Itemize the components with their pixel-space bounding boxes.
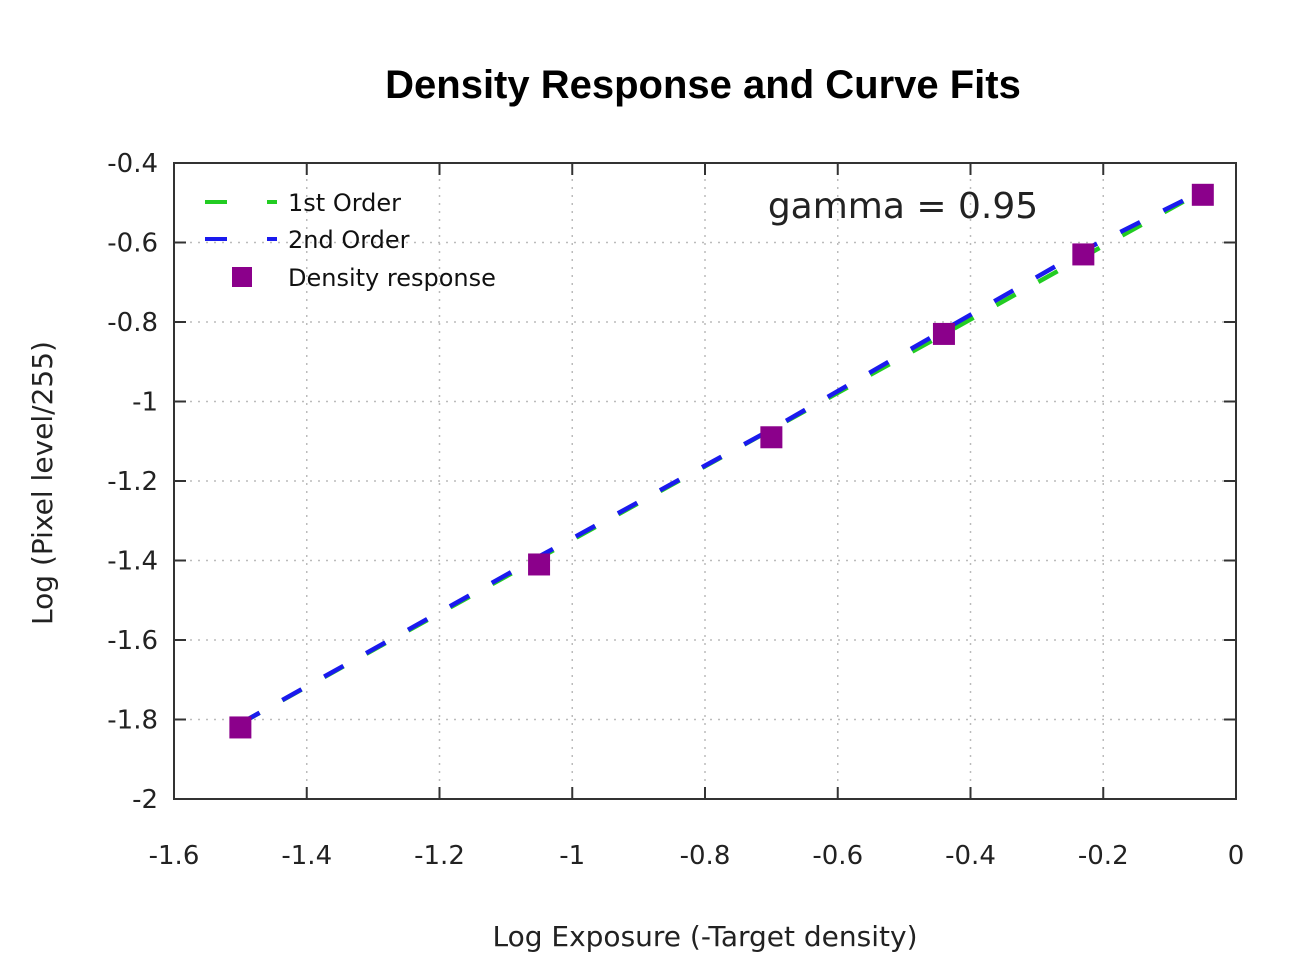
x-tick-label: -0.6 <box>812 841 863 871</box>
y-tick-label: -1.6 <box>107 626 158 656</box>
x-tick-label: -0.2 <box>1078 841 1129 871</box>
series-line-1st-order <box>239 188 1204 726</box>
y-tick-label: -1 <box>132 388 158 418</box>
gamma-annotation: gamma = 0.95 <box>768 186 1038 227</box>
x-tick-label: -1.2 <box>414 841 465 871</box>
y-tick-label: -1.2 <box>107 467 158 497</box>
legend: 1st Order 2nd Order Density response <box>205 189 496 292</box>
x-tick-label: -0.4 <box>945 841 996 871</box>
y-tick-labels: -0.4 -0.6 -0.8 -1 -1.2 -1.4 -1.6 -1.8 -2 <box>107 149 158 815</box>
y-tick-label: -1.8 <box>107 706 158 736</box>
chart-title: Density Response and Curve Fits <box>385 63 1021 107</box>
y-axis-label: Log (Pixel level/255) <box>26 341 59 625</box>
y-tick-label: -0.8 <box>107 308 158 338</box>
x-tick-labels: -1.6 -1.4 -1.2 -1 -0.8 -0.6 -0.4 -0.2 0 <box>149 841 1245 871</box>
x-tick-label: -1.6 <box>149 841 200 871</box>
x-axis-label: Log Exposure (-Target density) <box>492 920 917 953</box>
data-point <box>1072 243 1095 266</box>
x-tick-label: -0.8 <box>680 841 731 871</box>
legend-swatch-density-response <box>232 267 252 287</box>
y-tick-label: -0.6 <box>107 229 158 259</box>
data-point <box>229 716 252 739</box>
axis-ticks <box>173 162 1237 800</box>
legend-label: 2nd Order <box>288 226 410 254</box>
series-layer <box>229 183 1214 739</box>
grid <box>174 163 1236 799</box>
x-tick-label: -1.4 <box>281 841 332 871</box>
x-tick-label: 0 <box>1228 841 1245 871</box>
y-tick-label: -2 <box>132 785 158 815</box>
y-tick-label: -0.4 <box>107 149 158 179</box>
data-point <box>1191 183 1214 206</box>
data-point <box>932 322 955 345</box>
data-point <box>760 426 783 449</box>
data-point <box>528 553 551 576</box>
x-tick-label: -1 <box>559 841 585 871</box>
y-tick-label: -1.4 <box>107 547 158 577</box>
legend-label: Density response <box>288 264 496 292</box>
legend-label: 1st Order <box>288 189 401 217</box>
